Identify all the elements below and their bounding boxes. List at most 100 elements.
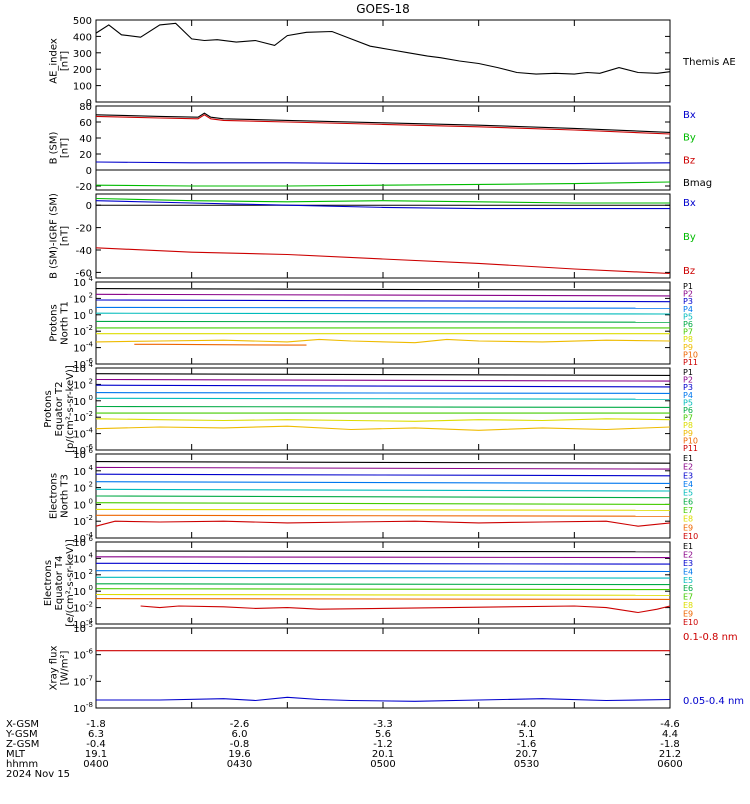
legend-p10: P10 [683,350,698,359]
time-axis-value: -0.4 [86,739,106,750]
y-tick-label: 40 [79,134,92,145]
y-tick-label: 10 [73,571,86,582]
y-tick-label: -60 [76,268,92,279]
y-axis-label: [e/(cm²-s-sr-keV)] [65,539,76,627]
y-axis-label: AE_index [49,38,60,84]
y-tick-exponent: -4 [86,341,94,349]
y-tick-label: 10 [73,467,86,478]
legend-0-1-0-8-nm: 0.1-0.8 nm [683,632,738,643]
legend-p6: P6 [683,406,693,415]
legend-e7: E7 [683,593,693,602]
series-line-bx [95,161,671,165]
y-axis-label: [nT] [60,226,71,246]
series-line-e9 [95,514,671,517]
y-tick-label: -20 [76,224,92,235]
series-line-bz [95,114,671,135]
y-tick-exponent: 6 [89,535,94,543]
y-tick-label: 0 [86,201,92,212]
series-line-by [95,197,670,204]
y-tick-label: 10 [73,704,86,715]
y-tick-label: 10 [73,534,86,545]
y-tick-label: 10 [73,517,86,528]
series-line-e4 [95,570,671,573]
series-line-p8 [95,418,671,422]
series-line-e2 [95,556,671,559]
time-axis-value: -4.6 [660,719,680,730]
panel-frame [95,541,671,625]
series-line-e5 [95,488,671,492]
series-line-p1 [95,288,671,291]
y-tick-label: 10 [73,327,86,338]
legend-p3: P3 [683,383,693,392]
series-line-p9 [95,338,671,344]
y-tick-exponent: -2 [86,601,93,609]
legend-p5: P5 [683,398,693,407]
legend-p6: P6 [683,320,693,329]
series-line-p4 [95,392,671,394]
series-line-bmag [95,112,671,133]
y-tick-label: 10 [73,624,86,635]
y-tick-exponent: -5 [86,621,93,629]
legend-e4: E4 [683,480,693,489]
y-axis-label: [p/(cm²-s-sr-keV)] [65,365,76,453]
legend-p4: P4 [683,391,693,400]
time-axis-value: 20.1 [372,749,394,760]
legend-bz: Bz [683,155,695,166]
legend-e2: E2 [683,550,693,559]
y-tick-exponent: -2 [86,410,93,418]
time-axis-value: -1.8 [86,719,106,730]
series-line-p10 [134,343,307,346]
y-axis-label: Protons [49,304,60,341]
series-line-bx [95,200,670,210]
series-line-p2 [95,293,671,297]
series-line-p5 [95,397,671,400]
legend-p7: P7 [683,328,693,337]
y-tick-exponent: 0 [89,584,93,592]
legend-p1: P1 [683,282,693,291]
panel-frame [95,627,671,709]
legend-e10: E10 [683,618,698,627]
y-axis-label: North T3 [60,474,71,518]
time-axis-row-label: hhmm [6,759,38,770]
legend-p2: P2 [683,376,693,385]
time-axis-value: -1.6 [517,739,537,750]
y-tick-label: -40 [76,246,92,257]
y-tick-exponent: 4 [89,275,94,283]
time-axis-row-label: Y-GSM [5,729,38,740]
y-tick-label: 0 [86,166,92,177]
legend-p1: P1 [683,368,693,377]
series-line-p6 [95,405,671,408]
time-axis-value: 4.4 [662,729,678,740]
y-tick-label: 10 [73,604,86,615]
y-tick-label: 300 [73,49,92,60]
legend-p9: P9 [683,429,693,438]
y-tick-exponent: -4 [86,427,94,435]
y-tick-exponent: -6 [86,357,94,365]
time-axis-value: 0500 [370,759,395,770]
y-tick-label: 10 [73,587,86,598]
series-line-e1 [95,550,671,553]
y-tick-label: 10 [73,651,86,662]
time-axis-value: 20.7 [515,749,537,760]
time-axis-value: -4.0 [517,719,537,730]
legend-e9: E9 [683,610,693,619]
y-tick-exponent: -2 [86,324,93,332]
y-axis-label: Protons [43,390,54,427]
y-tick-exponent: 4 [89,464,94,472]
y-tick-label: 10 [73,360,86,371]
y-axis-label: B (SM) [49,131,60,164]
y-tick-label: -20 [76,182,92,193]
y-tick-exponent: -6 [86,648,94,656]
y-tick-label: 10 [73,620,86,631]
series-line-e2 [95,466,671,470]
series-line-p9 [95,425,671,431]
y-axis-label: Electrons [49,473,60,519]
panel-frame [95,19,671,103]
y-tick-label: 10 [73,397,86,408]
legend-e7: E7 [683,506,693,515]
legend-e5: E5 [683,576,693,585]
series-line-e7 [95,588,671,591]
legend-e10: E10 [683,532,698,541]
series-line-e3 [95,473,671,477]
